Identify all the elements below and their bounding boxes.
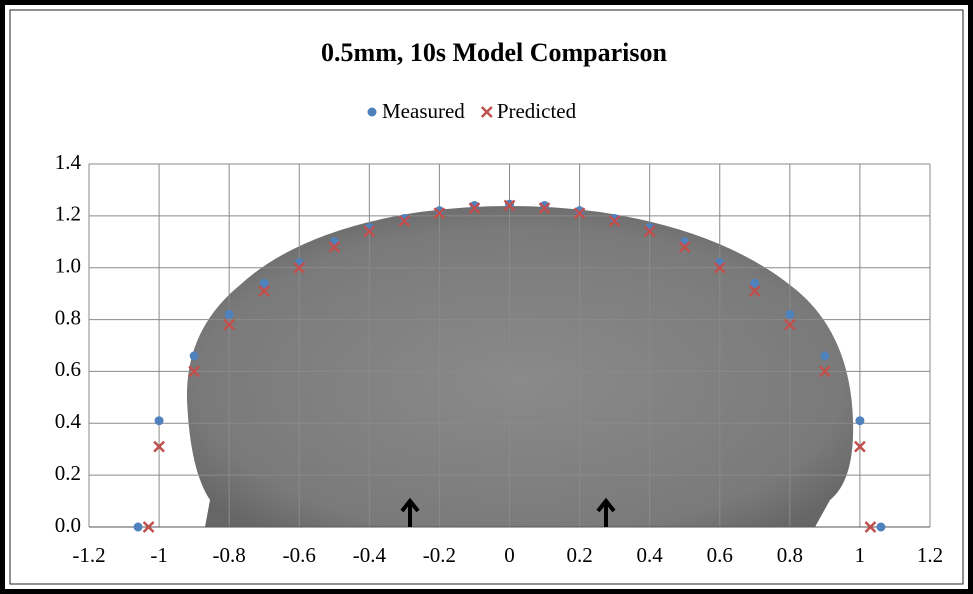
inner-frame xyxy=(9,9,964,585)
marker-stroke xyxy=(398,215,411,227)
marker-dot xyxy=(434,206,444,216)
marker-x xyxy=(713,261,726,274)
marker-x xyxy=(188,365,201,378)
marker-dot xyxy=(876,522,886,532)
marker-stroke xyxy=(608,215,621,227)
marker-x xyxy=(258,285,271,297)
marker-stroke xyxy=(538,202,551,214)
marker-stroke xyxy=(188,365,201,378)
x-tick-label: 0.6 xyxy=(707,543,733,567)
marker-x xyxy=(818,365,831,378)
marker-x xyxy=(293,261,306,274)
marker-stroke xyxy=(573,207,586,220)
marker-stroke xyxy=(748,285,761,297)
marker-dot xyxy=(224,309,234,319)
marker-x xyxy=(433,207,446,220)
x-tick-label: 1.2 xyxy=(917,543,943,567)
marker-stroke xyxy=(713,261,726,274)
marker-x xyxy=(783,318,796,331)
marker-dot xyxy=(855,416,865,426)
x-tick-label: 0 xyxy=(504,543,515,567)
x-tick-label: -0.4 xyxy=(353,543,387,567)
sample-blob xyxy=(186,206,854,527)
marker-stroke xyxy=(854,440,866,453)
y-tick-label: 0.8 xyxy=(55,305,81,329)
y-tick-label: 0.4 xyxy=(55,409,82,433)
marker-stroke xyxy=(433,207,446,220)
marker-stroke xyxy=(328,241,341,253)
marker-dot xyxy=(750,278,760,288)
marker-x xyxy=(748,285,761,297)
marker-x xyxy=(142,521,155,533)
marker-x xyxy=(503,199,516,212)
marker-x xyxy=(328,241,341,253)
marker-stroke xyxy=(783,318,796,331)
marker-x xyxy=(864,521,877,533)
y-tick-label: 0.0 xyxy=(55,513,81,537)
marker-x xyxy=(643,225,656,238)
marker-x xyxy=(678,241,691,253)
marker-x xyxy=(468,202,481,214)
x-tick-label: -0.8 xyxy=(213,543,246,567)
marker-x xyxy=(223,318,236,331)
marker-x xyxy=(573,207,586,220)
x-tick-label: -0.6 xyxy=(283,543,316,567)
marker-x xyxy=(153,440,165,453)
arrow xyxy=(400,497,420,527)
marker-x xyxy=(398,215,411,227)
y-tick-label: 0.6 xyxy=(55,357,81,381)
y-tick-label: 1.0 xyxy=(55,254,81,278)
marker-stroke xyxy=(142,521,155,533)
legend-label: Predicted xyxy=(497,99,577,123)
marker-dot xyxy=(820,351,830,361)
marker-dot xyxy=(399,213,409,223)
marker-stroke xyxy=(864,521,877,533)
marker-stroke xyxy=(480,106,493,118)
y-tick-label: 0.2 xyxy=(55,461,81,485)
chart-title: 0.5mm, 10s Model Comparison xyxy=(321,38,667,67)
x-tick-label: 0.8 xyxy=(777,543,803,567)
x-tick-label: 0.2 xyxy=(566,543,592,567)
x-tick-label: -1.2 xyxy=(72,543,105,567)
legend-label: Measured xyxy=(382,99,465,123)
marker-dot xyxy=(610,213,620,223)
arrow xyxy=(596,497,616,527)
marker-x xyxy=(608,215,621,227)
marker-dot xyxy=(133,522,143,532)
x-tick-label: 1 xyxy=(855,543,866,567)
y-tick-label: 1.2 xyxy=(55,202,81,226)
marker-stroke xyxy=(153,440,165,453)
marker-stroke xyxy=(363,225,376,238)
marker-stroke xyxy=(643,225,656,238)
x-tick-label: -0.2 xyxy=(423,543,456,567)
x-tick-label: 0.4 xyxy=(637,543,664,567)
marker-x xyxy=(854,440,866,453)
marker-dot xyxy=(575,206,585,216)
background-image xyxy=(186,206,854,527)
marker-stroke xyxy=(503,199,516,212)
marker-dot xyxy=(189,351,199,361)
marker-x xyxy=(538,202,551,214)
marker-x xyxy=(363,225,376,238)
marker-stroke xyxy=(468,202,481,214)
marker-dot xyxy=(259,278,269,288)
marker-stroke xyxy=(258,285,271,297)
marker-stroke xyxy=(818,365,831,378)
marker-stroke xyxy=(223,318,236,331)
marker-dot xyxy=(540,200,550,210)
marker-dot xyxy=(154,416,164,426)
marker-dot xyxy=(367,107,377,117)
marker-stroke xyxy=(678,241,691,253)
y-tick-label: 1.4 xyxy=(55,150,82,174)
marker-stroke xyxy=(293,261,306,274)
marker-x xyxy=(480,106,493,118)
x-tick-label: -1 xyxy=(150,543,168,567)
plot-area xyxy=(88,163,931,533)
marker-dot xyxy=(469,200,479,210)
marker-dot xyxy=(785,309,795,319)
